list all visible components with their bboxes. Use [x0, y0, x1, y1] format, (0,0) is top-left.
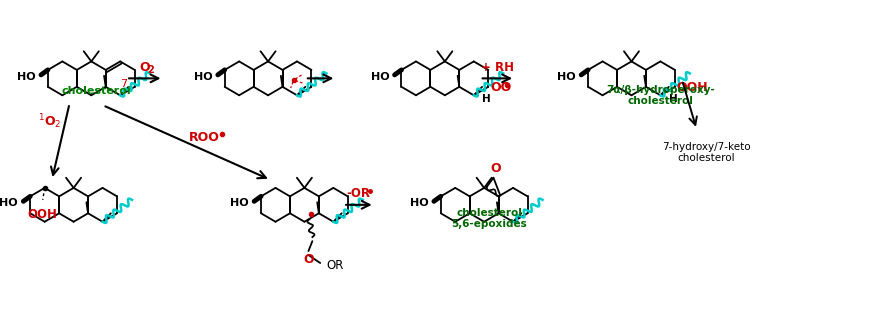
Text: 2: 2: [147, 65, 154, 75]
Text: HO: HO: [0, 198, 18, 208]
Text: 7: 7: [120, 79, 128, 89]
Text: HO: HO: [17, 72, 36, 82]
Text: HO: HO: [558, 72, 576, 82]
Text: cholesterol
5,6-epoxides: cholesterol 5,6-epoxides: [451, 208, 527, 229]
Text: O: O: [490, 162, 500, 175]
Text: $^1$O$_2$: $^1$O$_2$: [38, 112, 62, 131]
Text: 7-hydroxy/7-keto
cholesterol: 7-hydroxy/7-keto cholesterol: [662, 142, 751, 163]
Text: cholesterol: cholesterol: [62, 86, 131, 96]
Text: HO: HO: [370, 72, 389, 82]
Text: OR: OR: [326, 258, 343, 271]
Text: H: H: [668, 94, 677, 104]
Text: O: O: [303, 253, 314, 266]
Text: O: O: [139, 61, 150, 74]
Text: OOH: OOH: [677, 81, 708, 94]
Text: HO: HO: [194, 72, 212, 82]
Text: HO: HO: [409, 198, 428, 208]
Text: 7α/β-hydroperoxy-
cholesterol: 7α/β-hydroperoxy- cholesterol: [607, 85, 715, 106]
Text: -OR: -OR: [347, 188, 371, 201]
Text: + RH: + RH: [481, 61, 514, 74]
Text: HO: HO: [230, 198, 249, 208]
Text: H: H: [482, 94, 491, 104]
Text: ROO: ROO: [189, 131, 219, 144]
Text: OO: OO: [491, 81, 511, 94]
Text: OOH: OOH: [28, 208, 58, 221]
